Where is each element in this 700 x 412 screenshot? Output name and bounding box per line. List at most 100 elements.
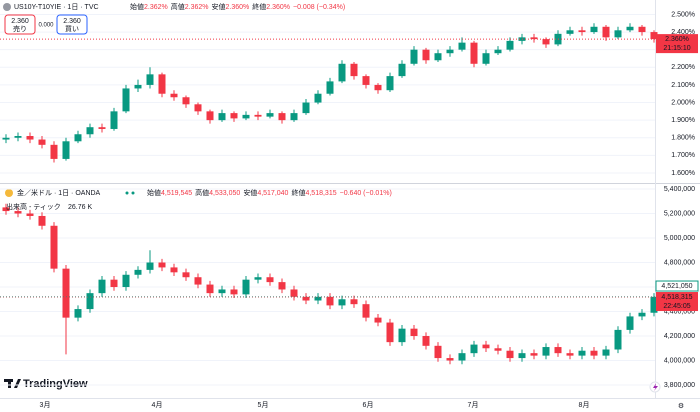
candle-body [482,344,490,349]
ohlc-label: 安値 [243,188,257,197]
ohlc-value: 2.360% [226,4,250,11]
y-tick-label: 2.500% [671,11,695,18]
candle-body [182,97,190,105]
ohlc-value: 4,518,315 [305,190,336,197]
candle-body [626,26,634,31]
candle-body [206,111,214,121]
candle-body [98,279,106,294]
buy-button[interactable] [56,14,88,35]
candle-body [638,312,646,317]
candle-body [338,299,346,306]
candle-body [266,113,274,117]
candle-body [326,296,334,306]
symbol-icon [3,3,11,11]
countdown: 21:15:10 [663,45,690,52]
candle-body [110,111,118,129]
candle-body [458,42,466,50]
ohlc-label: 高値 [171,2,185,11]
candle-body [410,328,418,337]
candle-body [326,81,334,94]
candle-body [362,76,370,85]
candle-body [386,322,394,343]
y-tick-label: 4,200,000 [664,333,695,340]
candle-body [446,358,454,361]
candle-body [494,49,502,54]
x-tick-label: 8月 [579,401,590,409]
ohlc-label: 終値 [252,2,266,11]
candle-body [398,328,406,343]
candle-body [566,353,574,356]
y-tick-label: 1.900% [671,117,695,124]
candle-body [314,93,322,103]
candle-body [158,262,166,268]
candle-body [194,277,202,285]
candle-body [506,350,514,359]
last-price-box [656,292,698,312]
candle-body [578,350,586,356]
candle-body [470,42,478,64]
ohlc-label: 始値 [147,188,161,197]
candle-body [362,304,370,318]
candle-body [614,329,622,350]
ohlc-label: 始値 [130,2,144,11]
candle-body [2,137,10,140]
ohlc-header: 始値2.362% 高値2.362% 安値2.360% 終値2.360% −0.008 (… [130,2,345,11]
candle-body [50,225,58,269]
logo-icon [4,379,21,388]
candle-body [206,284,214,294]
candle-body [530,37,538,40]
y-tick-label: 4,000,000 [664,357,695,364]
flash-icon [653,383,658,391]
candle-body [170,93,178,98]
candle-body [590,26,598,33]
sell-button[interactable] [4,14,36,35]
candle-body [350,299,358,305]
candle-body [242,114,250,119]
logo: TradingView [23,378,88,390]
buy-price: 2.360 [63,18,81,25]
candle-body [110,279,118,288]
x-tick-label: 4月 [152,401,163,409]
y-tick-label: 1.700% [671,152,695,159]
candle-body [602,349,610,356]
ohlc-label: 安値 [212,2,226,11]
candle-body [374,317,382,323]
candle-body [146,74,154,85]
y-tick-label: 1.800% [671,135,695,142]
candle-body [170,267,178,273]
candle-body [626,316,634,330]
candle-body [518,353,526,359]
settings-icon[interactable]: ⚙ [678,402,684,410]
candle-body [38,139,46,145]
candle-body [2,207,10,212]
candle-body [86,127,94,135]
candle-body [650,32,658,40]
y-tick-label: 2.400% [671,29,695,36]
candle-body [506,40,514,50]
candle-body [578,30,586,33]
buy-label: 買い [65,25,79,33]
ohlc-value: 4,517,040 [257,190,288,197]
x-tick-label: 7月 [468,401,479,409]
candle-body [38,215,46,226]
candle-body [74,309,82,318]
countdown: 22:45:05 [663,303,690,310]
y-tick-label: 5,000,000 [664,235,695,242]
prev-price-label: 4,521,050 [661,283,692,290]
candle-body [134,84,142,89]
candle-body [158,74,166,94]
candle-body [446,49,454,54]
candle-body [122,274,130,288]
candle-body [350,63,358,77]
y-tick-label: 2.100% [671,82,695,89]
ohlc-value: 4,533,050 [209,190,240,197]
change: −0.008 (−0.34%) [293,4,345,11]
candle-body [458,353,466,361]
candle-body [182,272,190,278]
y-tick-label: 2.200% [671,64,695,71]
sell-label: 売り [13,24,27,33]
candle-body [614,30,622,38]
ohlc-value: 2.362% [144,4,168,11]
candle-body [62,268,70,318]
candle-body [650,296,658,313]
